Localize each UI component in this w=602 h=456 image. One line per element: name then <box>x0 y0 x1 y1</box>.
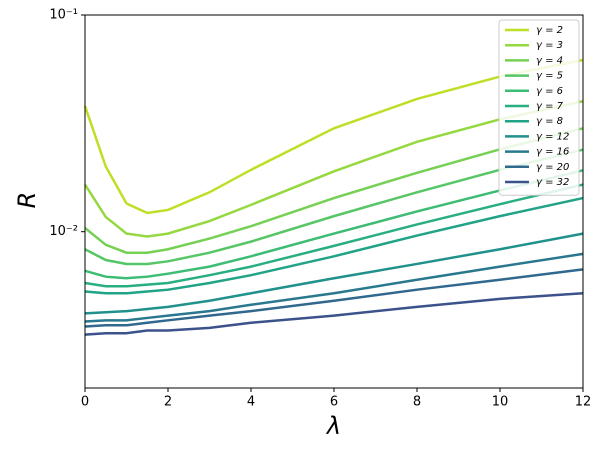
series-line <box>84 169 584 280</box>
x-tick-label: 4 <box>247 395 255 410</box>
legend-label: γ = 20 <box>536 162 569 173</box>
series-line <box>84 148 584 266</box>
y-tick-label: 10⁻² <box>49 224 78 239</box>
legend-label: γ = 6 <box>536 86 563 97</box>
x-tick-label: 10 <box>492 395 509 410</box>
series-line <box>84 252 584 323</box>
series-line <box>84 127 584 254</box>
series-line <box>84 292 584 336</box>
legend-label: γ = 2 <box>536 25 563 36</box>
x-tick-label: 6 <box>330 395 338 410</box>
x-tick-label: 0 <box>81 395 89 410</box>
legend-label: γ = 16 <box>536 147 569 158</box>
series-line <box>83 100 584 238</box>
legend-label: γ = 5 <box>536 71 563 82</box>
x-tick-label: 8 <box>413 395 421 410</box>
legend: γ = 2 γ = 3 γ = 4 γ = 5 γ = 6 γ = 7 γ = 8 γ = 1… <box>498 19 580 196</box>
legend-label: γ = 4 <box>536 55 563 66</box>
series-line <box>84 183 584 288</box>
legend-label: γ = 32 <box>536 177 569 188</box>
series-line <box>83 58 584 215</box>
legend-label: γ = 12 <box>536 131 569 142</box>
legend-label: γ = 8 <box>536 116 563 127</box>
x-axis-label: λ <box>325 412 341 440</box>
y-axis-label: R <box>13 192 41 209</box>
y-tick-label: 10⁻¹ <box>49 8 78 23</box>
legend-label: γ = 3 <box>536 40 563 51</box>
legend-label: γ = 7 <box>536 101 564 112</box>
x-tick-label: 12 <box>575 395 592 410</box>
series-line <box>84 232 584 315</box>
series-line <box>84 196 584 295</box>
series-line <box>84 268 584 328</box>
x-tick-label: 2 <box>164 395 172 410</box>
